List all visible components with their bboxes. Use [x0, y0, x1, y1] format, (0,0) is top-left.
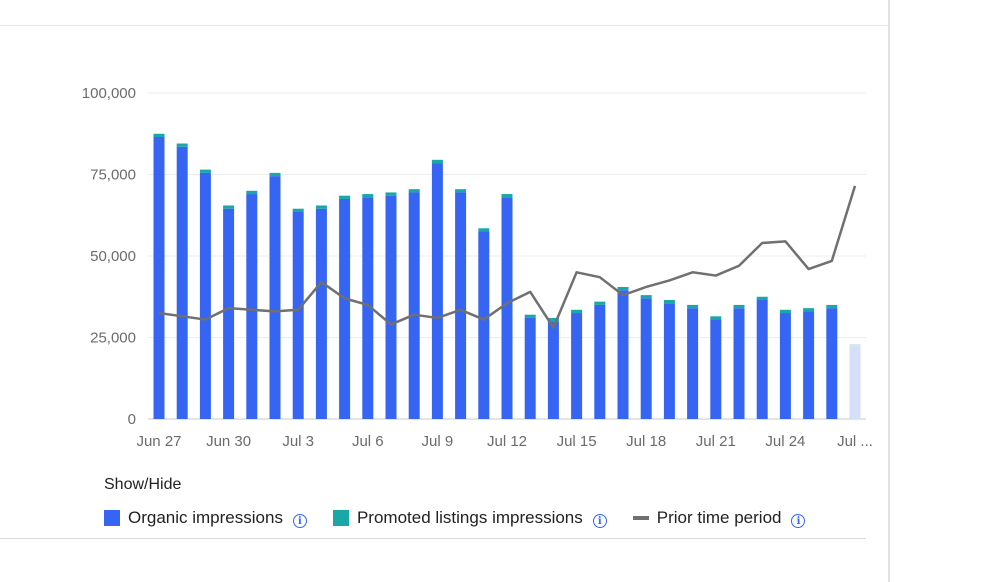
x-tick-label: Jul 21: [696, 433, 736, 450]
organic-bar: [571, 313, 583, 419]
x-tick-label: Jul 24: [765, 433, 805, 450]
y-tick-label: 0: [128, 411, 136, 428]
legend-title: Show/Hide: [104, 476, 182, 493]
organic-bar: [292, 211, 304, 419]
x-tick-label: Jun 30: [206, 433, 251, 450]
promoted-bar: [455, 189, 467, 193]
legend-label-organic: Organic impressions: [128, 508, 283, 527]
organic-bar: [339, 198, 351, 419]
organic-bar: [663, 303, 675, 419]
promoted-bar: [223, 205, 235, 209]
y-tick-label: 100,000: [82, 85, 136, 102]
promoted-bar: [246, 190, 258, 195]
y-tick-label: 75,000: [90, 167, 136, 184]
y-tick-label: 25,000: [90, 330, 136, 347]
legend: Organic impressions i Promoted listings …: [104, 508, 831, 528]
legend-item-prior[interactable]: Prior time period i: [632, 508, 806, 528]
organic-bar: [779, 313, 791, 419]
bottom-divider: [0, 538, 866, 539]
organic-bar: [687, 308, 699, 419]
promoted-bar: [315, 205, 327, 209]
promoted-bar: [431, 159, 443, 164]
x-tick-label: Jul 9: [422, 433, 454, 450]
top-divider: [0, 25, 888, 26]
promoted-bar: [385, 192, 397, 196]
organic-bar: [478, 231, 490, 419]
legend-item-promoted[interactable]: Promoted listings impressions i: [332, 508, 607, 528]
organic-bar: [803, 311, 815, 419]
promoted-bar: [617, 286, 629, 291]
promoted-bar: [640, 295, 652, 299]
promoted-bar: [408, 189, 420, 193]
info-icon[interactable]: i: [592, 514, 607, 528]
organic-bar: [501, 197, 513, 419]
organic-bar: [455, 192, 467, 419]
legend-item-organic[interactable]: Organic impressions i: [104, 508, 307, 528]
x-tick-label: Jul 15: [557, 433, 597, 450]
promoted-bar: [687, 304, 699, 309]
legend-label-prior: Prior time period: [656, 508, 782, 527]
organic-swatch: [104, 510, 120, 526]
promoted-bar: [849, 344, 861, 346]
organic-bar: [315, 208, 327, 419]
organic-bar: [826, 308, 838, 419]
promoted-bar: [733, 304, 745, 309]
x-tick-label: Jul 6: [352, 433, 384, 450]
x-tick-label: Jul 12: [487, 433, 527, 450]
organic-bar: [617, 290, 629, 419]
organic-bar: [756, 300, 768, 419]
promoted-bar: [710, 316, 722, 320]
promoted-swatch: [332, 510, 349, 526]
promoted-bar: [571, 309, 583, 314]
prior-period-swatch: [632, 516, 649, 520]
prior-period-line: [158, 185, 857, 329]
organic-bar: [246, 194, 258, 419]
promoted-bar: [524, 314, 536, 318]
organic-bar: [849, 345, 861, 419]
promoted-bar: [663, 300, 675, 304]
organic-bar: [153, 137, 165, 419]
promoted-bar: [756, 296, 768, 301]
promoted-bar: [501, 194, 513, 198]
y-tick-label: 50,000: [90, 248, 136, 265]
promoted-bar: [269, 172, 281, 177]
promoted-bar: [339, 195, 351, 199]
organic-bar: [710, 319, 722, 419]
organic-bar: [176, 146, 188, 420]
x-tick-label: Jul 18: [626, 433, 666, 450]
organic-bar: [733, 308, 745, 419]
promoted-bar: [153, 133, 165, 138]
organic-bar: [431, 163, 443, 419]
promoted-bar: [594, 301, 606, 305]
organic-bar: [408, 192, 420, 419]
info-icon[interactable]: i: [791, 514, 806, 528]
organic-bar: [594, 304, 606, 419]
organic-bar: [199, 172, 211, 419]
promoted-bar: [199, 169, 211, 173]
x-tick-label: Jul 3: [282, 433, 314, 450]
x-tick-label: Jun 27: [136, 433, 181, 450]
promoted-bar: [176, 143, 188, 147]
promoted-bar: [362, 194, 374, 198]
promoted-bar: [292, 208, 304, 212]
promoted-bar: [803, 308, 815, 312]
legend-label-promoted: Promoted listings impressions: [356, 508, 583, 527]
organic-bar: [547, 321, 559, 419]
promoted-bar: [478, 228, 490, 232]
organic-bar: [223, 208, 235, 419]
organic-bar: [269, 176, 281, 419]
promoted-bar: [779, 309, 791, 314]
organic-bar: [524, 317, 536, 419]
promoted-bar: [826, 304, 838, 309]
organic-bar: [362, 197, 374, 419]
promoted-bar: [547, 317, 559, 322]
info-icon[interactable]: i: [292, 514, 307, 528]
right-divider: [888, 0, 890, 582]
organic-bar: [640, 298, 652, 419]
organic-bar: [385, 195, 397, 419]
x-tick-label: Jul ...: [837, 433, 873, 450]
